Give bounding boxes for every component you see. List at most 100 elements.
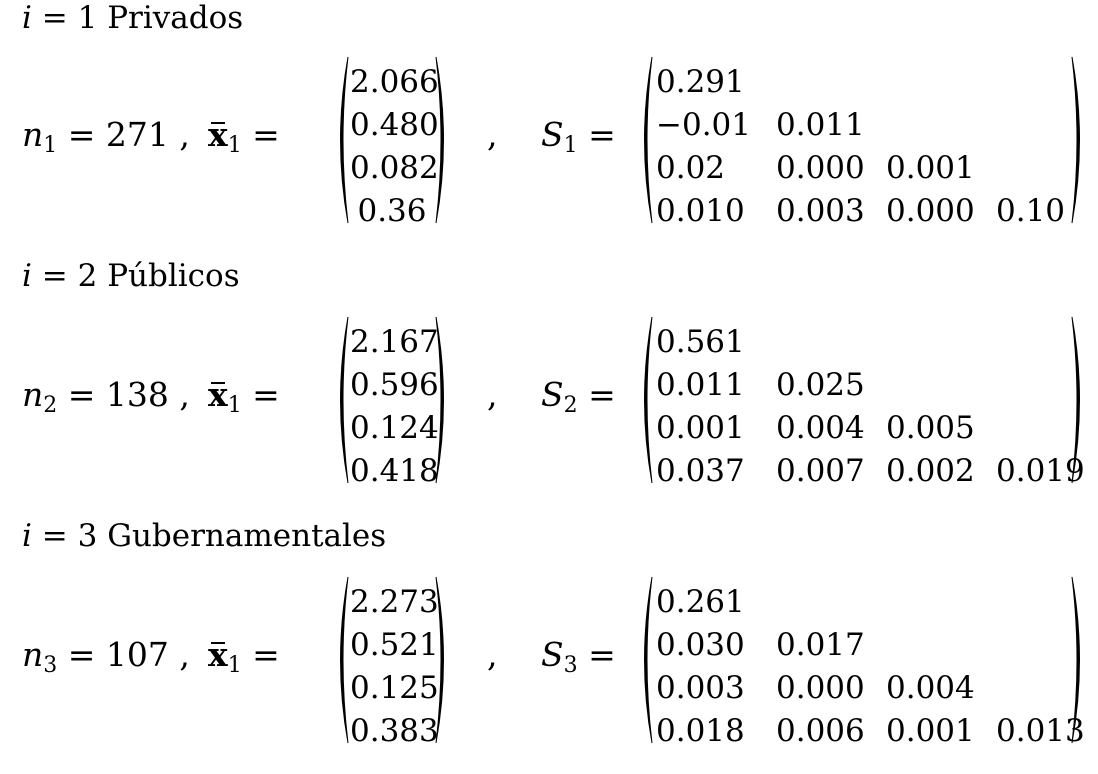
matrix-cell: 0.013 [996, 713, 1085, 749]
matrix-row: −0.01 0.011 [656, 104, 1068, 147]
cov-matrix-label: S1 = [541, 115, 616, 158]
s-equals: = [577, 115, 616, 154]
matrix-cell: 0.006 [776, 713, 865, 749]
matrix-cell: 0.001 [886, 150, 975, 186]
s-subscript: 1 [563, 133, 578, 158]
xbar-subscript: 1 [227, 133, 242, 158]
s-symbol: S [541, 635, 564, 674]
matrix-cell: 0.10 [996, 193, 1066, 229]
matrix-cell: 0.018 [656, 713, 745, 749]
xbar-symbol: x [208, 635, 228, 674]
heading-label: Gubernamentales [107, 518, 387, 554]
matrix-row: 0.030 0.017 [656, 624, 1068, 667]
matrix-cell: 0.004 [776, 410, 865, 446]
matrix-cell: 0.001 [886, 713, 975, 749]
n-value: = 107 , [57, 635, 190, 674]
group-heading-2: i = 2 Públicos [22, 258, 240, 294]
heading-variable: i [22, 0, 32, 36]
sample-size: n1 = 271 , [22, 115, 190, 158]
cov-matrix-label: S2 = [541, 375, 616, 417]
vector-entry: 0.418 [350, 453, 439, 489]
group-heading-1: i = 1 Privados [22, 0, 243, 36]
left-paren-icon [644, 56, 653, 224]
xbar-symbol: x [208, 375, 228, 414]
vector-entry: 0.124 [350, 410, 439, 446]
vector-entry: 2.273 [350, 584, 439, 620]
n-symbol: n [22, 375, 44, 414]
right-paren-icon [435, 56, 444, 224]
left-paren-icon [340, 576, 349, 744]
mean-vector-label: x1 = [208, 375, 280, 418]
cov-matrix: 0.261 0.030 0.017 0.003 0.000 0.004 0.018 0.006… [636, 575, 1088, 749]
heading-equals: = 1 [31, 0, 108, 36]
matrix-cell: 0.291 [656, 64, 745, 100]
vector-entry: 0.125 [350, 670, 439, 706]
matrix-rows: 0.261 0.030 0.017 0.003 0.000 0.004 0.018 0.006… [656, 581, 1085, 753]
mean-vector-label: x1 = [208, 115, 280, 158]
sample-size: n2 = 138 , [22, 375, 190, 417]
vector-entry: 2.066 [350, 64, 439, 100]
vector-entry: 0.36 [357, 193, 427, 229]
matrix-cell: 0.005 [886, 410, 975, 446]
heading-label: Privados [107, 0, 244, 36]
matrix-cell: 0.02 [656, 150, 726, 186]
n-value: = 271 , [57, 115, 190, 154]
matrix-row: 0.037 0.007 0.002 0.019 [656, 450, 1085, 493]
matrix-cell: 0.004 [886, 670, 975, 706]
mean-vector: 2.273 0.521 0.125 0.383 [332, 575, 452, 749]
cov-matrix-label: S3 = [541, 635, 616, 677]
matrix-cell: 0.561 [656, 324, 745, 360]
left-paren-icon [340, 316, 349, 484]
matrix-cell: 0.010 [656, 193, 745, 229]
n-value: = 138 , [57, 375, 190, 414]
matrix-cell: 0.003 [776, 193, 865, 229]
matrix-cell: 0.000 [886, 193, 975, 229]
right-paren-icon [435, 576, 444, 744]
group-block-2: n2 = 138 , x1 = 2.167 0.596 0.124 0.418 , S… [0, 315, 1098, 489]
heading-variable: i [22, 518, 32, 554]
matrix-cell: 0.019 [996, 453, 1085, 489]
xbar-subscript: 1 [227, 393, 242, 418]
matrix-cell: 0.011 [776, 107, 865, 143]
matrix-cell: 0.017 [776, 627, 865, 663]
xbar-equals: = [241, 635, 280, 674]
heading-equals: = 3 [31, 518, 108, 554]
matrix-row: 0.02 0.000 0.001 [656, 147, 1068, 190]
matrix-row: 0.003 0.000 0.004 [656, 667, 1068, 710]
left-paren-icon [644, 576, 653, 744]
matrix-cell: 0.003 [656, 670, 745, 706]
matrix-row: 0.011 0.025 [656, 364, 1068, 407]
matrix-row: 0.010 0.003 0.000 0.10 [656, 190, 1068, 233]
n-subscript: 1 [43, 133, 58, 158]
right-paren-icon [1071, 316, 1080, 484]
separator-comma: , [487, 635, 498, 674]
vector-entry: 0.480 [350, 107, 439, 143]
matrix-cell: 0.000 [776, 670, 865, 706]
vector-entry: 0.383 [350, 713, 439, 749]
left-paren-icon [644, 316, 653, 484]
mean-vector: 2.167 0.596 0.124 0.418 [332, 315, 452, 489]
right-paren-icon [435, 316, 444, 484]
vector-entry: 2.167 [350, 324, 439, 360]
mean-vector-label: x1 = [208, 635, 280, 677]
cov-matrix: 0.561 0.011 0.025 0.001 0.004 0.005 0.037 0.007… [636, 315, 1088, 489]
xbar-equals: = [241, 375, 280, 414]
right-paren-icon [1071, 56, 1080, 224]
vector-entry: 0.521 [350, 627, 439, 663]
matrix-row: 0.001 0.004 0.005 [656, 407, 1068, 450]
left-paren-icon [340, 56, 349, 224]
mean-vector: 2.066 0.480 0.082 0.36 [332, 55, 452, 229]
s-equals: = [577, 635, 616, 674]
matrix-row: 0.561 [656, 321, 1068, 364]
matrix-row: 0.261 [656, 581, 1068, 624]
vector-values: 2.167 0.596 0.124 0.418 [350, 321, 439, 493]
matrix-cell: 0.007 [776, 453, 865, 489]
heading-equals: = 2 [31, 258, 108, 294]
xbar-symbol: x [208, 115, 228, 154]
heading-variable: i [22, 258, 32, 294]
separator-comma: , [487, 115, 498, 154]
matrix-cell: −0.01 [656, 107, 751, 143]
matrix-cell: 0.025 [776, 367, 865, 403]
matrix-cell: 0.261 [656, 584, 745, 620]
matrix-cell: 0.002 [886, 453, 975, 489]
